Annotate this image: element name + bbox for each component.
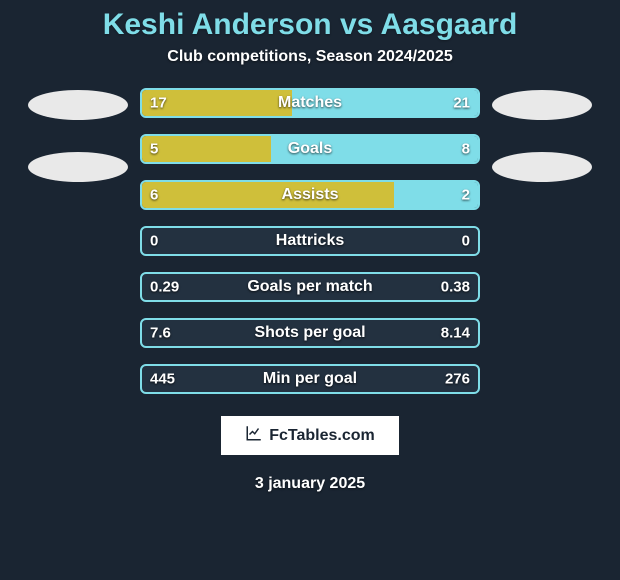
brand-badge: FcTables.com — [219, 414, 401, 457]
player-badge-left — [28, 152, 128, 182]
stat-bars: 17 Matches 21 5 Goals 8 6 Assists 2 0 Hattricks 0 0.… — [140, 88, 480, 394]
chart-icon — [245, 424, 263, 447]
stat-bar: 445 Min per goal 276 — [140, 364, 480, 394]
bar-value-right: 8 — [462, 141, 470, 158]
bar-label: Goals — [288, 140, 332, 158]
bar-label: Assists — [282, 186, 339, 204]
comparison-card: Keshi Anderson vs Aasgaard Club competit… — [0, 0, 620, 580]
bar-value-right: 21 — [453, 95, 470, 112]
bar-label: Matches — [278, 94, 342, 112]
bar-value-left: 7.6 — [150, 325, 171, 342]
subtitle: Club competitions, Season 2024/2025 — [167, 48, 452, 66]
bar-label: Min per goal — [263, 370, 357, 388]
bar-value-left: 0.29 — [150, 279, 179, 296]
bar-fill-left — [142, 182, 394, 208]
right-player-badges — [492, 88, 592, 182]
bar-value-left: 17 — [150, 95, 167, 112]
content-row: 17 Matches 21 5 Goals 8 6 Assists 2 0 Hattricks 0 0.… — [0, 88, 620, 394]
bar-value-right: 8.14 — [441, 325, 470, 342]
bar-value-left: 6 — [150, 187, 158, 204]
left-player-badges — [28, 88, 128, 182]
stat-bar: 5 Goals 8 — [140, 134, 480, 164]
bar-value-right: 276 — [445, 371, 470, 388]
brand-text: FcTables.com — [269, 427, 375, 445]
stat-bar: 17 Matches 21 — [140, 88, 480, 118]
footer-date: 3 january 2025 — [255, 475, 365, 493]
bar-label: Hattricks — [276, 232, 344, 250]
player-badge-right — [492, 90, 592, 120]
player-badge-left — [28, 90, 128, 120]
bar-value-right: 2 — [462, 187, 470, 204]
bar-value-left: 445 — [150, 371, 175, 388]
bar-value-right: 0.38 — [441, 279, 470, 296]
stat-bar: 6 Assists 2 — [140, 180, 480, 210]
bar-value-left: 0 — [150, 233, 158, 250]
player-badge-right — [492, 152, 592, 182]
bar-label: Goals per match — [247, 278, 372, 296]
bar-label: Shots per goal — [254, 324, 365, 342]
stat-bar: 7.6 Shots per goal 8.14 — [140, 318, 480, 348]
bar-value-right: 0 — [462, 233, 470, 250]
page-title: Keshi Anderson vs Aasgaard — [103, 8, 518, 42]
bar-fill-left — [142, 136, 271, 162]
bar-value-left: 5 — [150, 141, 158, 158]
stat-bar: 0 Hattricks 0 — [140, 226, 480, 256]
stat-bar: 0.29 Goals per match 0.38 — [140, 272, 480, 302]
